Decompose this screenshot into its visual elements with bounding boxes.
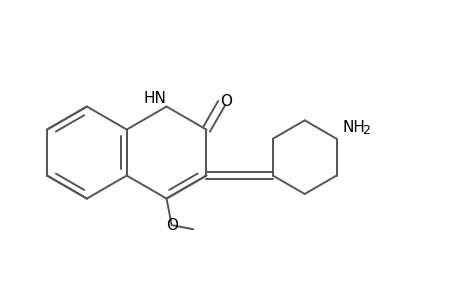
Text: HN: HN xyxy=(144,92,167,106)
Text: O: O xyxy=(165,218,177,232)
Text: NH: NH xyxy=(342,120,365,135)
Text: O: O xyxy=(219,94,231,110)
Text: 2: 2 xyxy=(361,124,369,136)
